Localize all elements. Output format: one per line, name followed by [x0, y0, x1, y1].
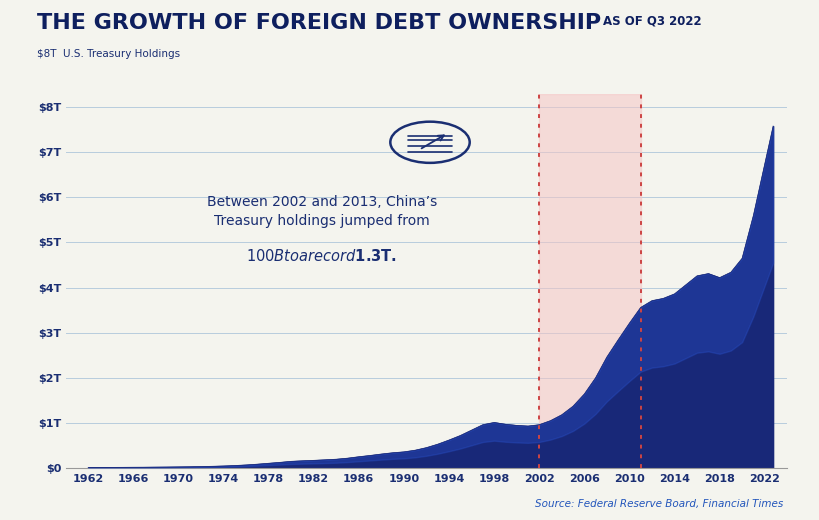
Text: Between 2002 and 2013, China’s
Treasury holdings jumped from: Between 2002 and 2013, China’s Treasury … — [206, 195, 437, 228]
Text: $100B to a record $1.3T.: $100B to a record $1.3T. — [246, 249, 396, 265]
Bar — [538, 94, 640, 468]
Text: AS OF Q3 2022: AS OF Q3 2022 — [602, 15, 700, 28]
Text: Source: Federal Reserve Board, Financial Times: Source: Federal Reserve Board, Financial… — [534, 499, 782, 509]
Text: THE GROWTH OF FOREIGN DEBT OWNERSHIP: THE GROWTH OF FOREIGN DEBT OWNERSHIP — [37, 13, 600, 33]
Text: $8T  U.S. Treasury Holdings: $8T U.S. Treasury Holdings — [37, 49, 180, 59]
